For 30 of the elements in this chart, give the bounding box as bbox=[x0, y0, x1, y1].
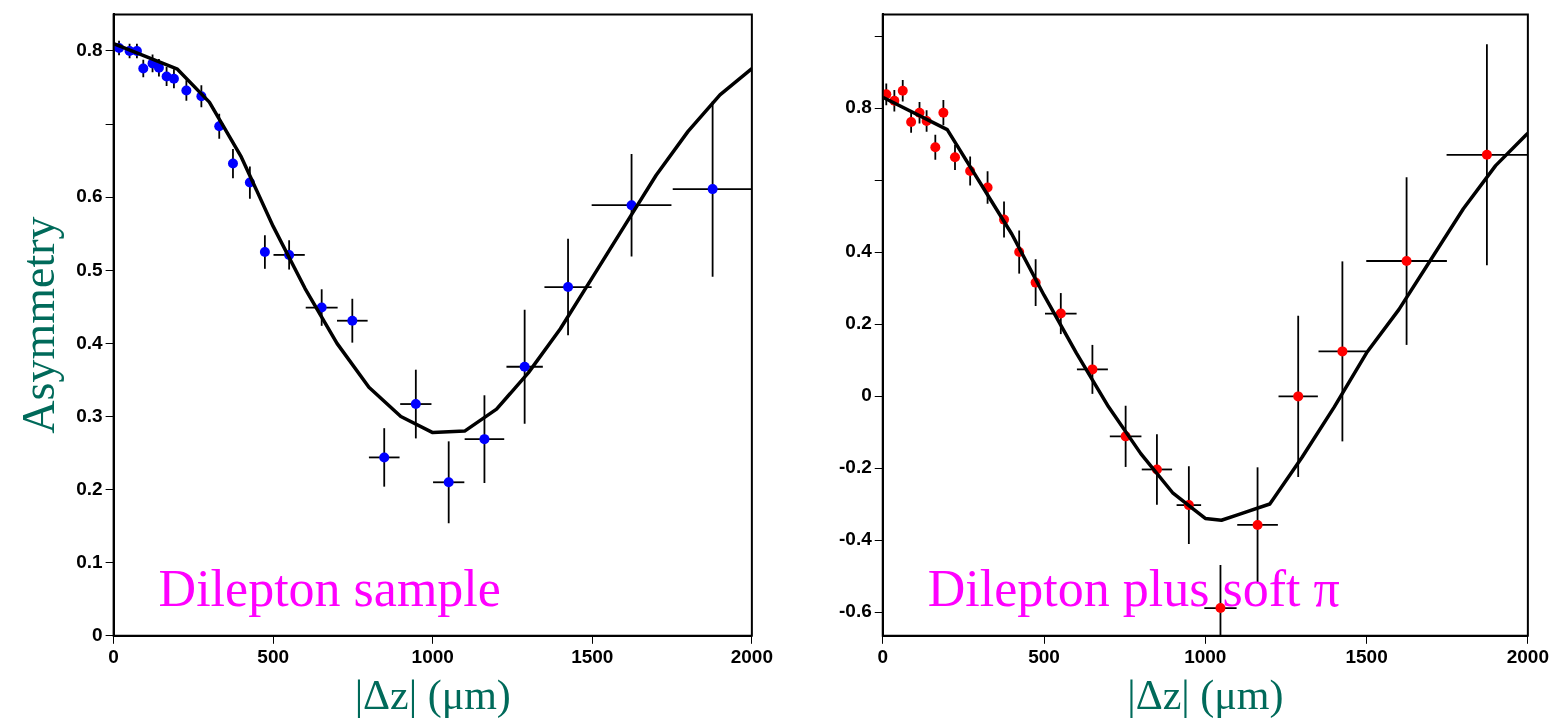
x-axis-title: |Δz| (μm) bbox=[354, 671, 511, 719]
x-tick-label: 500 bbox=[1028, 646, 1060, 668]
y-tick-label: 0.4 bbox=[76, 331, 104, 353]
y-axis-title: Asymmetry bbox=[12, 216, 64, 434]
x-tick-label: 2000 bbox=[1506, 646, 1550, 668]
y-tick-label: 0.6 bbox=[76, 185, 103, 207]
x-tick-label: 1500 bbox=[1345, 646, 1388, 668]
y-tick-label: -0.2 bbox=[838, 456, 872, 478]
y-tick-label: 0.8 bbox=[845, 96, 872, 118]
annotation: Dilepton plus soft π bbox=[927, 559, 1340, 617]
x-tick-label: 1000 bbox=[1184, 646, 1227, 668]
y-tick-label: 0.1 bbox=[76, 550, 104, 572]
y-tick-label: -0.6 bbox=[838, 600, 872, 622]
y-tick-label: 0.5 bbox=[76, 258, 104, 280]
annotation: Dilepton sample bbox=[158, 559, 501, 617]
y-tick-label: 0.2 bbox=[76, 477, 103, 499]
y-tick-label: 0.4 bbox=[845, 240, 873, 262]
y-tick-label: 0 bbox=[92, 624, 103, 646]
x-tick-label: 0 bbox=[877, 646, 889, 668]
x-tick-label: 0 bbox=[108, 646, 119, 668]
x-tick-label: 2000 bbox=[730, 646, 774, 668]
y-tick-label: 0.3 bbox=[76, 404, 103, 426]
y-tick-label: -0.4 bbox=[838, 528, 873, 550]
y-tick-label: 0.2 bbox=[845, 312, 872, 334]
y-tick-label: 0 bbox=[861, 384, 872, 406]
y-tick-label: 0.8 bbox=[76, 39, 103, 61]
x-tick-label: 1000 bbox=[411, 646, 454, 668]
x-axis-title: |Δz| (μm) bbox=[1127, 671, 1284, 719]
x-tick-label: 1500 bbox=[571, 646, 614, 668]
x-tick-label: 500 bbox=[257, 646, 290, 668]
